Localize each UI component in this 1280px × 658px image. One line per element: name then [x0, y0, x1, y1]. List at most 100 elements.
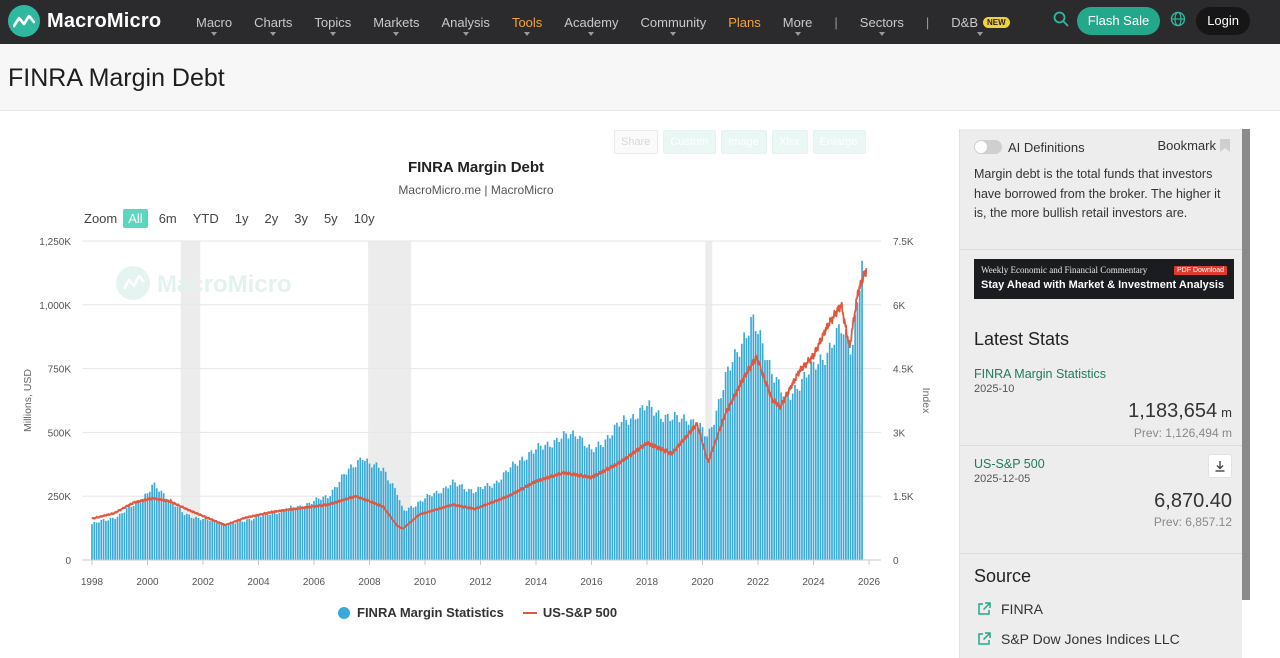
bar-margin-debt	[477, 486, 480, 560]
bar-margin-debt	[803, 372, 806, 560]
nav-item-tools[interactable]: Tools	[512, 0, 542, 44]
chart-toolbar: Share Custom Image Xlsx Enlarge	[614, 130, 871, 154]
bar-margin-debt	[710, 427, 713, 560]
nav-item-plans[interactable]: Plans	[728, 0, 761, 44]
flash-sale-button[interactable]: Flash Sale	[1076, 7, 1161, 35]
bar-margin-debt	[220, 522, 223, 560]
bar-margin-debt	[257, 515, 260, 560]
nav-item-d-b[interactable]: D&B NEW	[951, 0, 1010, 44]
legend-item-margin[interactable]: FINRA Margin Statistics	[357, 605, 504, 620]
globe-icon[interactable]	[1170, 11, 1186, 32]
source-link-sp[interactable]: S&P Dow Jones Indices LLC	[976, 631, 1180, 647]
bar-margin-debt	[764, 360, 766, 560]
custom-button[interactable]: Custom	[663, 130, 717, 154]
bar-margin-debt	[306, 503, 308, 560]
bar-margin-debt	[766, 360, 769, 560]
zoom-1y[interactable]: 1y	[234, 211, 249, 226]
bar-margin-debt	[835, 327, 838, 560]
y2-tick-label: 4.5K	[893, 365, 914, 376]
chevron-down-icon	[462, 32, 469, 36]
bar-margin-debt	[858, 290, 861, 560]
nav-item-label: Community	[640, 14, 707, 30]
bar-margin-debt	[211, 519, 214, 560]
download-icon	[1215, 461, 1225, 472]
bar-margin-debt	[692, 419, 695, 560]
stat-name-margin[interactable]: FINRA Margin Statistics	[974, 367, 1106, 381]
bar-margin-debt	[611, 435, 614, 560]
bar-margin-debt	[405, 510, 408, 560]
nav-item-more[interactable]: More	[783, 0, 812, 44]
brand-name: MacroMicro	[47, 9, 162, 32]
divider	[960, 553, 1243, 554]
share-button[interactable]: Share	[614, 130, 659, 154]
nav-item-markets[interactable]: Markets	[373, 0, 420, 44]
bar-margin-debt	[470, 489, 473, 560]
bar-margin-debt	[426, 494, 429, 560]
zoom-5y[interactable]: 5y	[323, 211, 338, 226]
bar-margin-debt	[613, 424, 616, 560]
bar-margin-debt	[183, 515, 186, 560]
image-button[interactable]: Image	[721, 130, 767, 154]
login-button[interactable]: Login	[1196, 7, 1250, 35]
nav-item-topics[interactable]: Topics	[314, 0, 351, 44]
bar-margin-debt	[310, 503, 313, 560]
ai-definitions-toggle[interactable]	[974, 140, 1002, 154]
bar-margin-debt	[121, 513, 123, 560]
bar-margin-debt	[671, 419, 674, 560]
download-button[interactable]	[1208, 454, 1232, 478]
bar-margin-debt	[340, 474, 343, 560]
nav-item-academy[interactable]: Academy	[564, 0, 619, 44]
legend-item-sp500[interactable]: US-S&P 500	[542, 605, 618, 620]
bar-margin-debt	[595, 447, 597, 560]
source-link-finra[interactable]: FINRA	[976, 601, 1043, 617]
bar-margin-debt	[287, 508, 290, 560]
enlarge-button[interactable]: Enlarge	[812, 130, 866, 154]
zoom-6m[interactable]: 6m	[158, 211, 177, 226]
nav-item-analysis[interactable]: Analysis	[442, 0, 490, 44]
zoom-3y[interactable]: 3y	[294, 211, 308, 226]
brand-logo[interactable]: MacroMicro	[8, 5, 161, 37]
bar-margin-debt	[179, 507, 181, 560]
nav-item-macro[interactable]: Macro	[196, 0, 232, 44]
bar-margin-debt	[118, 513, 121, 560]
nav-item-sectors[interactable]: Sectors	[860, 0, 904, 44]
xlsx-button[interactable]: Xlsx	[771, 130, 808, 154]
bar-margin-debt	[102, 519, 105, 560]
bookmark-button[interactable]: Bookmark	[1157, 138, 1230, 153]
source-title: Source	[974, 566, 1032, 586]
bar-margin-debt	[262, 514, 264, 560]
bar-margin-debt	[784, 393, 787, 560]
chart-plot[interactable]: MacroMicro 0 250K 500K 750K 1,000K 1,250K 0 1.5…	[0, 112, 958, 592]
zoom-ytd[interactable]: YTD	[192, 211, 219, 226]
x-tick-label: 2006	[303, 577, 326, 588]
zoom-label: Zoom	[84, 211, 118, 226]
bar-margin-debt	[197, 518, 200, 560]
search-icon[interactable]	[1053, 11, 1069, 32]
bar-margin-debt	[264, 512, 267, 560]
bar-margin-debt	[176, 506, 179, 560]
panel-scrollbar[interactable]	[1242, 129, 1250, 600]
stat-name-sp500[interactable]: US-S&P 500	[974, 457, 1045, 471]
bar-margin-debt	[296, 506, 299, 560]
divider	[960, 445, 1243, 446]
bar-margin-debt	[523, 460, 526, 560]
zoom-10y[interactable]: 10y	[353, 211, 375, 226]
bar-margin-debt	[414, 506, 417, 560]
bar-margin-debt	[703, 436, 706, 560]
zoom-all[interactable]: All	[123, 209, 148, 228]
commentary-banner[interactable]: Weekly Economic and Financial Commentary…	[974, 259, 1234, 299]
chevron-down-icon	[524, 32, 531, 36]
bar-margin-debt	[139, 502, 142, 560]
bar-margin-debt	[646, 405, 648, 560]
zoom-2y[interactable]: 2y	[264, 211, 279, 226]
nav-item-charts[interactable]: Charts	[254, 0, 292, 44]
x-tick-label: 1998	[81, 577, 104, 588]
bar-margin-debt	[162, 493, 165, 560]
nav-item-label: Macro	[196, 14, 233, 30]
watermark-logo-mark	[122, 274, 145, 290]
bar-margin-debt	[109, 517, 112, 560]
nav-item-community[interactable]: Community	[640, 0, 707, 44]
bar-margin-debt	[516, 465, 519, 560]
x-tick-label: 2010	[414, 577, 437, 588]
stat-prev-sp500: Prev: 6,857.12	[1154, 515, 1232, 529]
